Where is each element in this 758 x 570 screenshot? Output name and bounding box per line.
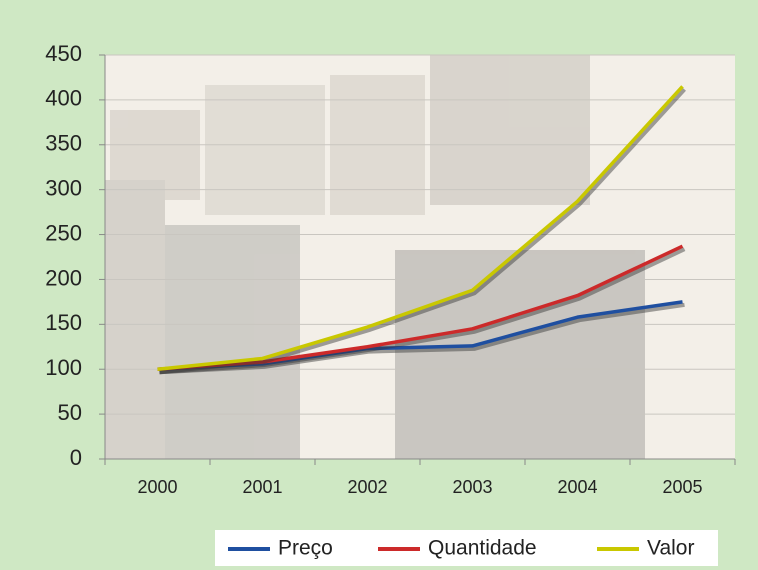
legend-label: Valor — [647, 537, 694, 560]
y-tick-label: 200 — [45, 265, 82, 290]
line-shadow — [159, 302, 685, 375]
series-line — [157, 85, 684, 371]
line-shadow — [159, 247, 686, 375]
y-tick-label: 150 — [45, 310, 82, 335]
line-shadow — [159, 88, 686, 375]
y-tick-label: 350 — [45, 131, 82, 156]
y-tick-label: 400 — [45, 86, 82, 111]
y-tick-label: 300 — [45, 175, 82, 200]
legend-label: Quantidade — [428, 537, 537, 560]
plot-area — [105, 55, 735, 459]
x-tick-label: 2005 — [662, 477, 702, 497]
x-tick-label: 2001 — [242, 477, 282, 497]
series-line — [157, 244, 684, 371]
x-tick-label: 2004 — [557, 477, 597, 497]
x-tick-label: 2002 — [347, 477, 387, 497]
y-tick-label: 250 — [45, 220, 82, 245]
x-tick-label: 2000 — [137, 477, 177, 497]
y-tick-label: 450 — [45, 41, 82, 66]
legend-label: Preço — [278, 537, 333, 560]
x-tick-label: 2003 — [452, 477, 492, 497]
y-tick-label: 100 — [45, 355, 82, 380]
y-tick-label: 0 — [70, 445, 82, 470]
y-tick-label: 50 — [58, 400, 82, 425]
